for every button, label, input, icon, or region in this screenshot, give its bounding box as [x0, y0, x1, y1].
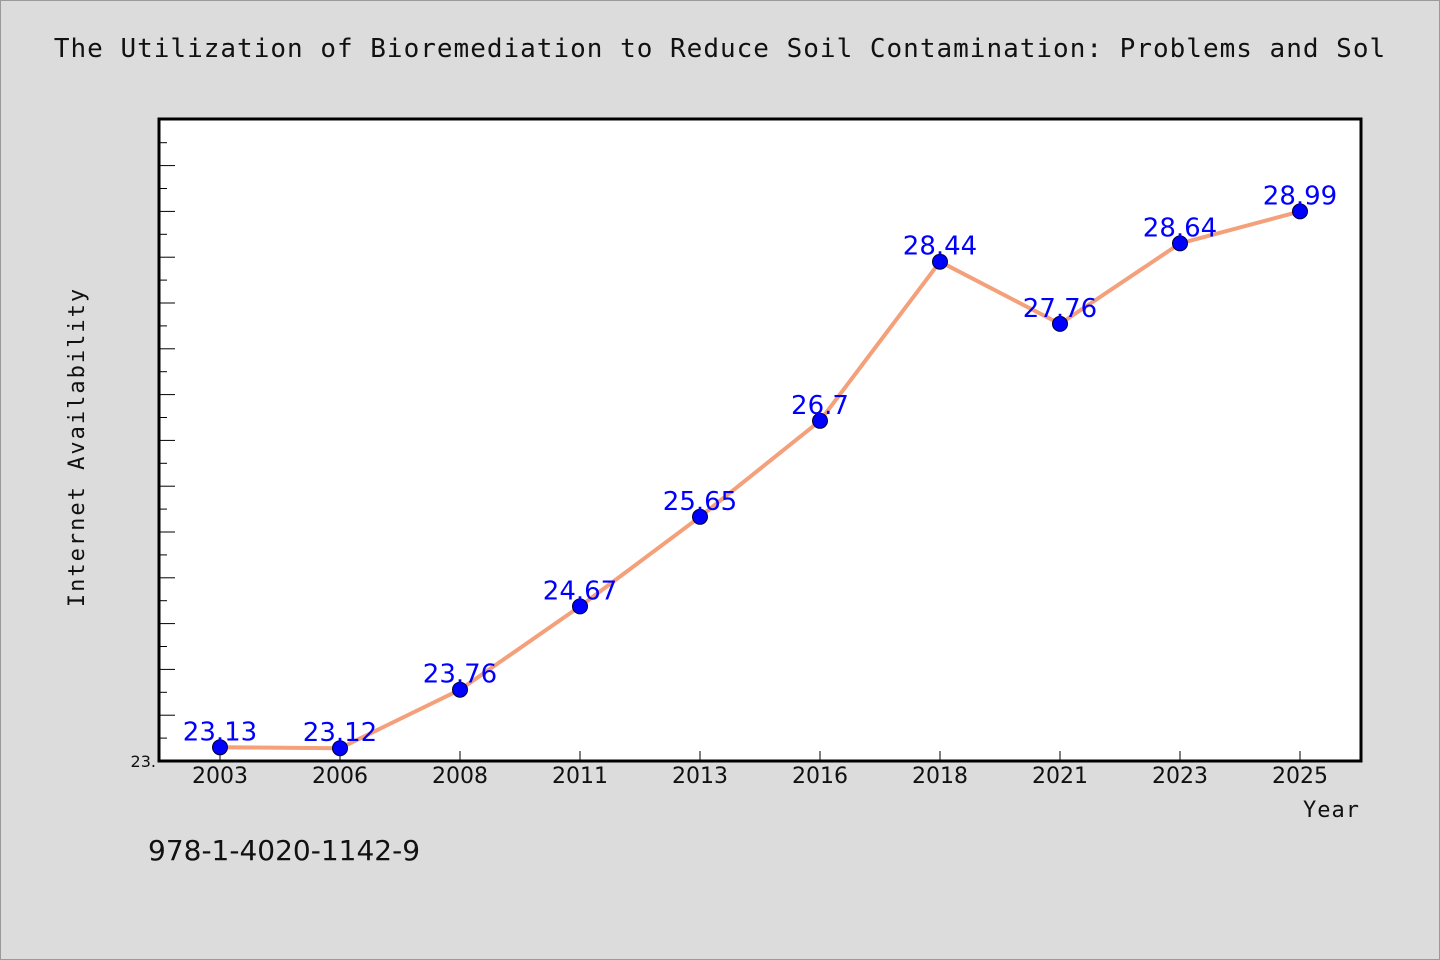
- data-label: 28.44: [903, 232, 977, 262]
- y-tick-label: 23.: [131, 752, 156, 771]
- data-point: [212, 739, 228, 756]
- data-label: 23.13: [183, 717, 257, 747]
- data-label: 28.64: [1143, 213, 1217, 243]
- y-axis-label: Internet Availability: [65, 287, 90, 607]
- data-label: 24.67: [543, 576, 617, 606]
- data-label: 23.76: [423, 660, 497, 690]
- data-point: [932, 253, 948, 270]
- x-tick-label: 2011: [552, 764, 608, 789]
- series-line: [219, 209, 1301, 751]
- x-tick-label: 2021: [1032, 764, 1088, 789]
- x-tick-label: 2016: [792, 764, 848, 789]
- x-axis-label: Year: [1303, 798, 1360, 823]
- data-label: 25.65: [663, 487, 737, 517]
- series-markers: [212, 203, 1308, 757]
- data-point: [332, 740, 348, 757]
- x-tick-label: 2013: [672, 764, 728, 789]
- x-tick-label: 2025: [1272, 764, 1328, 789]
- data-point: [1292, 203, 1308, 220]
- plot-area: [157, 117, 1363, 763]
- y-axis-ticks: [159, 142, 175, 762]
- x-tick-label: 2023: [1152, 764, 1208, 789]
- data-label: 26.7: [791, 391, 849, 421]
- isbn-text: 978-1-4020-1142-9: [148, 834, 421, 867]
- x-tick-label: 2008: [432, 764, 488, 789]
- data-point: [452, 681, 468, 698]
- chart-title: The Utilization of Bioremediation to Red…: [53, 34, 1387, 64]
- x-tick-label: 2006: [312, 764, 368, 789]
- data-label: 27.76: [1023, 294, 1097, 324]
- data-point: [692, 508, 708, 525]
- data-point: [1172, 235, 1188, 252]
- data-point: [1052, 315, 1068, 332]
- x-tick-label: 2018: [912, 764, 968, 789]
- x-tick-label: 2003: [192, 764, 248, 789]
- data-labels: 23.13 23.12 23.76 24.67 25.65 26.7 28.44 27.76 2…: [183, 181, 1337, 748]
- data-label: 28.99: [1263, 181, 1337, 211]
- data-point: [572, 598, 588, 615]
- x-axis-ticks: 2003 2006 2008 2011 2013 2016 2018 2021 2023 2025: [192, 751, 1328, 789]
- data-label: 23.12: [303, 718, 377, 748]
- data-point: [812, 412, 828, 429]
